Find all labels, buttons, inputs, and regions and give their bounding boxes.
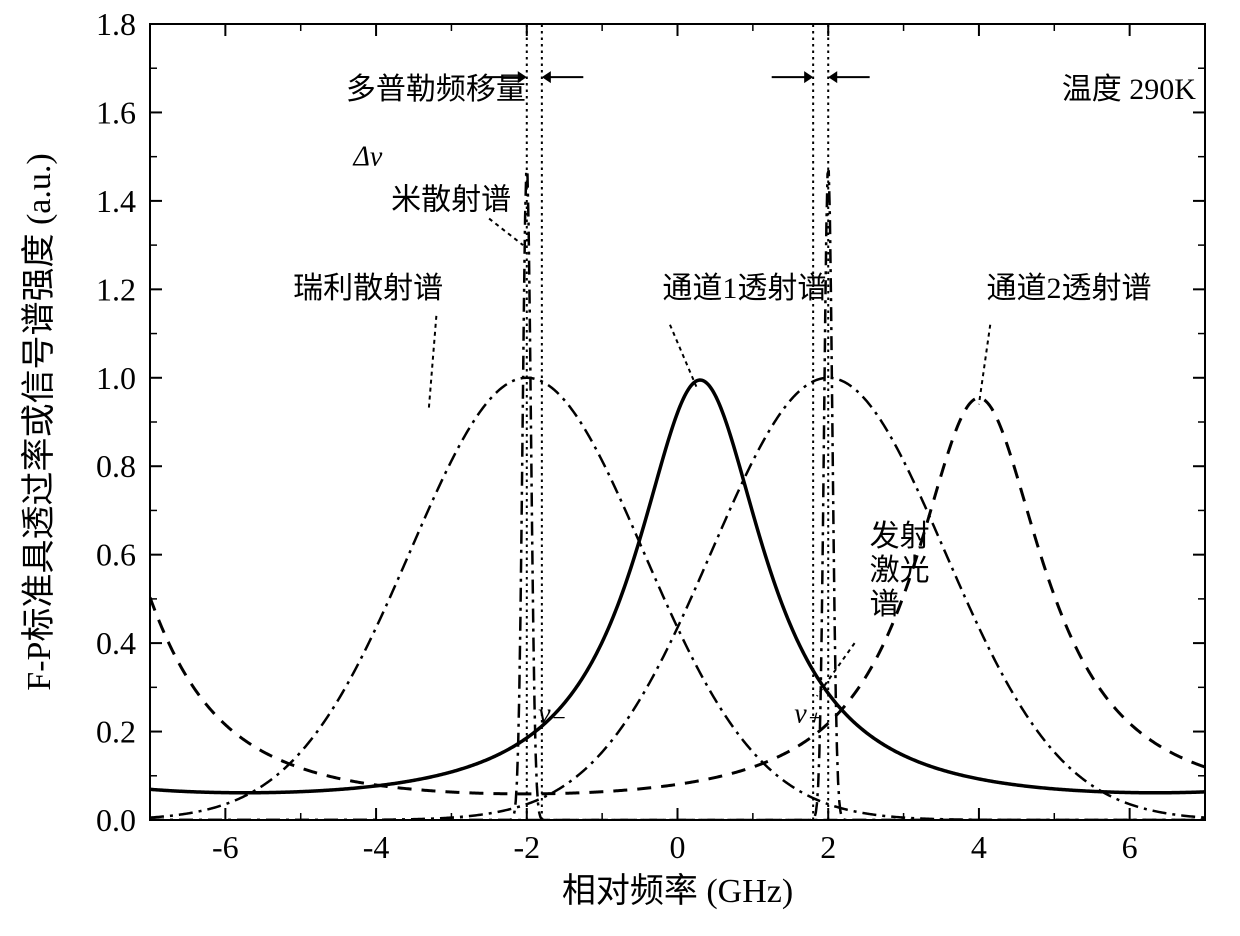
svg-text:2: 2 bbox=[820, 829, 836, 865]
svg-text:0.0: 0.0 bbox=[96, 802, 136, 838]
svg-text:1.0: 1.0 bbox=[96, 360, 136, 396]
svg-text:-2: -2 bbox=[513, 829, 540, 865]
svg-text:0: 0 bbox=[670, 829, 686, 865]
svg-text:0.2: 0.2 bbox=[96, 714, 136, 750]
svg-text:1.6: 1.6 bbox=[96, 94, 136, 130]
leader-mie bbox=[489, 219, 523, 246]
spectrum-chart: -6 -4 -2 0 2 4 6 0.0 0.2 0.4 0.6 0.8 1.0 1.2 1.4 1.6 1.8… bbox=[0, 0, 1240, 936]
svg-text:4: 4 bbox=[971, 829, 987, 865]
y-axis-label: F-P标准具透过率或信号谱强度 (a.u.) bbox=[20, 153, 58, 690]
svg-text:0.4: 0.4 bbox=[96, 625, 136, 661]
svg-text:0.8: 0.8 bbox=[96, 448, 136, 484]
svg-text:6: 6 bbox=[1122, 829, 1138, 865]
svg-text:0.6: 0.6 bbox=[96, 537, 136, 573]
svg-text:1.4: 1.4 bbox=[96, 183, 136, 219]
curve-mie-right bbox=[150, 170, 1205, 820]
label-channel1: 通道1透射谱 bbox=[662, 272, 827, 305]
svg-text:-4: -4 bbox=[363, 829, 390, 865]
label-temperature: 温度 290K bbox=[1062, 73, 1196, 106]
label-nu-minus: ν₋ bbox=[538, 699, 565, 730]
leader-channel2 bbox=[979, 325, 990, 405]
label-rayleigh: 瑞利散射谱 bbox=[293, 272, 443, 305]
curve-channel2 bbox=[150, 398, 1205, 794]
svg-text:1.2: 1.2 bbox=[96, 271, 136, 307]
label-channel2: 通道2透射谱 bbox=[986, 272, 1151, 305]
svg-text:1.8: 1.8 bbox=[96, 6, 136, 42]
label-nu-plus: ν₊ bbox=[794, 699, 821, 730]
label-mie: 米散射谱 bbox=[391, 184, 511, 217]
curve-rayleigh-left bbox=[150, 378, 1205, 820]
curve-channel1 bbox=[150, 380, 1205, 793]
label-laser: 发射激光谱 bbox=[870, 520, 930, 621]
x-axis-label: 相对频率 (GHz) bbox=[562, 872, 793, 910]
leader-channel1 bbox=[670, 325, 696, 387]
label-doppler: 多普勒频移量 bbox=[346, 73, 526, 106]
svg-text:-6: -6 bbox=[212, 829, 239, 865]
leader-rayleigh bbox=[429, 316, 437, 409]
label-delta-nu: Δν bbox=[352, 142, 382, 173]
curve-mie-left bbox=[150, 170, 1205, 820]
curve-rayleigh-right bbox=[150, 378, 1205, 820]
